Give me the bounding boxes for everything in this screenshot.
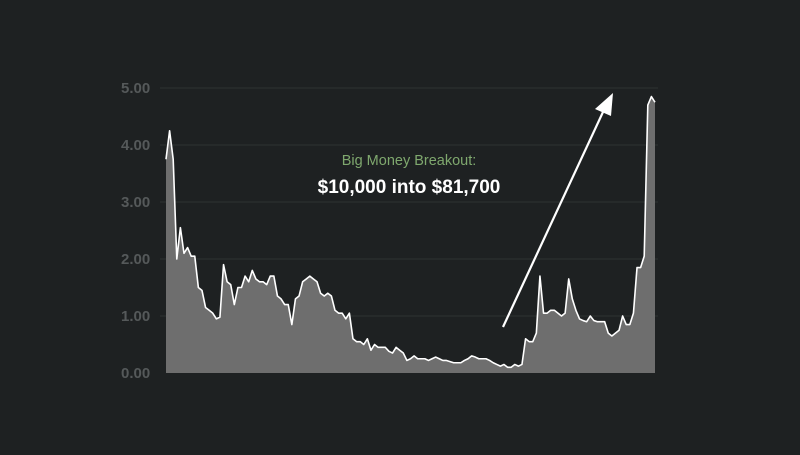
breakout-arrow: [502, 93, 613, 328]
y-tick-label: 2.00: [121, 251, 150, 268]
y-tick-label: 0.00: [121, 365, 150, 382]
annotation-subtitle: Big Money Breakout:: [342, 153, 477, 169]
y-tick-label: 5.00: [121, 80, 150, 97]
arrow-shaft: [502, 111, 604, 328]
y-tick-label: 4.00: [121, 137, 150, 154]
y-tick-label: 3.00: [121, 194, 150, 211]
y-axis-tick-labels: 0.00 1.00 2.00 3.00 4.00 5.00: [121, 80, 150, 382]
area-fill: [166, 96, 655, 374]
series-area: [165, 95, 656, 374]
y-tick-label: 1.00: [121, 308, 150, 325]
arrow-head-icon: [595, 93, 613, 116]
series-line: [165, 95, 656, 369]
annotation-title: $10,000 into $81,700: [318, 177, 501, 198]
